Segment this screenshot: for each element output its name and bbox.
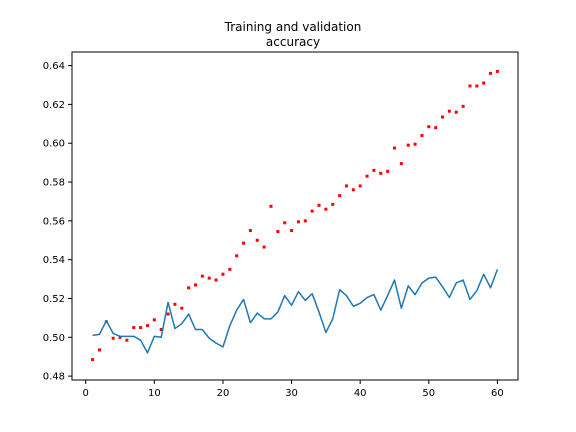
training-point [180,306,184,310]
training-point [235,254,239,258]
y-tick-label: 0.60 [43,139,65,150]
training-point [475,84,479,88]
x-tick-label: 10 [148,388,161,399]
training-point [331,202,335,206]
y-tick-label: 0.50 [43,333,65,344]
training-point [187,286,191,290]
training-point [461,104,465,108]
training-point [338,194,342,198]
training-point [152,318,156,322]
training-point [173,302,177,306]
y-tick-label: 0.54 [43,255,65,266]
training-point [221,272,225,276]
training-point [118,335,122,339]
training-point [489,71,493,75]
x-tick-label: 30 [285,388,298,399]
training-point [296,220,300,224]
validation-line [92,269,499,354]
training-point [413,142,417,146]
training-point [303,219,307,223]
training-point [132,326,136,330]
training-point [372,168,376,172]
y-tick-label: 0.48 [43,372,65,383]
training-point [351,188,355,192]
y-tick-label: 0.64 [43,61,65,72]
training-point [194,283,198,287]
training-point [200,274,204,278]
y-tick-label: 0.56 [43,216,65,227]
x-tick-label: 40 [354,388,367,399]
training-point [495,69,499,73]
training-point [468,84,472,88]
training-point [214,278,218,282]
training-point [420,133,424,137]
training-point [139,326,143,330]
training-point [228,267,232,271]
training-point [145,324,149,328]
y-tick-label: 0.62 [43,100,65,111]
training-point [392,146,396,150]
training-point [248,229,252,233]
training-point [386,169,390,173]
axes-frame [71,51,519,381]
x-tick-label: 0 [83,388,89,399]
training-point [482,81,486,85]
training-point [159,328,163,332]
plot-area: 0 10 20 30 40 50 60 0.48 0.50 0.52 0.54 0.56 0.58 0.6… [43,51,519,399]
training-point [317,203,321,207]
training-point [427,125,431,129]
training-point [441,115,445,119]
training-point [365,174,369,178]
training-point [379,171,383,175]
training-point [255,238,259,242]
training-point [111,336,115,340]
training-point [242,241,246,245]
training-point [276,230,280,234]
training-point [447,109,451,113]
x-tick-label: 50 [422,388,435,399]
x-tick-label: 60 [491,388,504,399]
training-point [166,312,170,316]
training-point [290,229,294,233]
y-tick-label: 0.58 [43,178,65,189]
y-tick-label: 0.52 [43,294,65,305]
training-point [434,126,438,130]
training-point [324,207,328,211]
training-point [310,209,314,213]
chart-title-line-1: Training and validation [224,20,362,34]
training-point [283,221,287,225]
training-point [262,245,266,249]
training-point [454,110,458,114]
training-point [269,204,273,208]
training-point [97,348,101,352]
training-point [125,338,129,342]
training-point [207,276,211,280]
training-point [344,184,348,188]
training-point [399,162,403,166]
chart-title-line-2: accuracy [266,35,320,49]
training-point [358,184,362,188]
training-point [91,358,95,362]
training-point [406,143,410,147]
x-tick-label: 20 [217,388,230,399]
